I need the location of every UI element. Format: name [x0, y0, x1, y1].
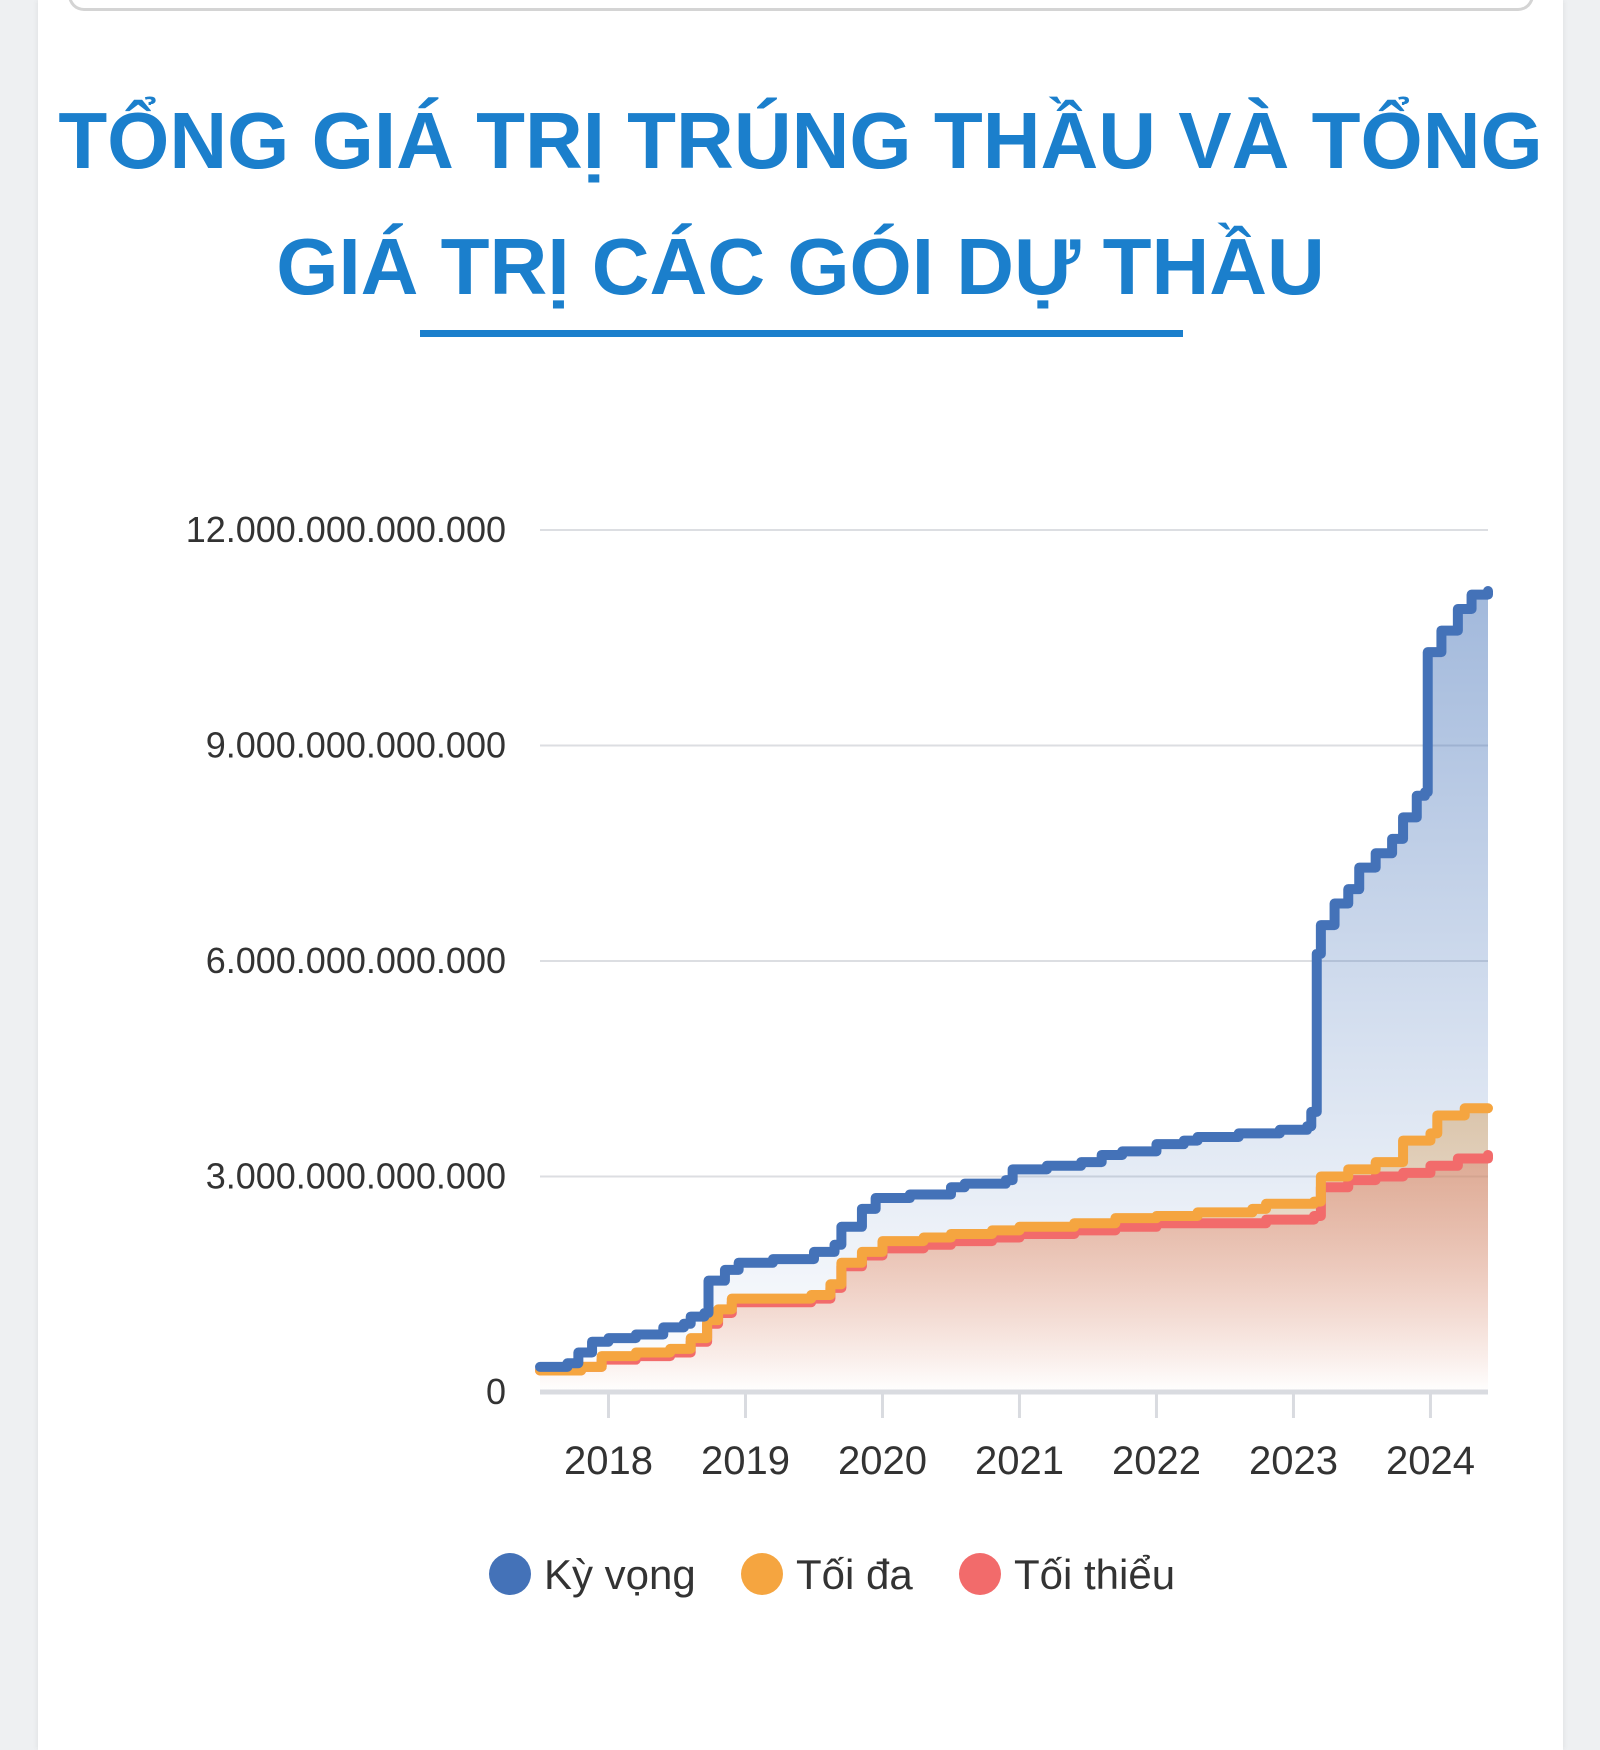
- chart-card: TỔNG GIÁ TRỊ TRÚNG THẦU VÀ TỔNG GIÁ TRỊ …: [38, 0, 1563, 1750]
- series-line-1[interactable]: [535, 1103, 1493, 1376]
- legend-label: Tối đa: [796, 1551, 913, 1598]
- y-tick-label: 6.000.000.000.000: [206, 940, 506, 981]
- x-tick-label: 2020: [838, 1439, 927, 1483]
- series-lines: [535, 586, 1493, 1376]
- x-tick-label: 2022: [1112, 1439, 1201, 1483]
- y-tick-label: 3.000.000.000.000: [206, 1156, 506, 1197]
- legend-dot: [741, 1553, 783, 1595]
- legend-dot: [959, 1553, 1001, 1595]
- legend-label: Kỳ vọng: [544, 1551, 696, 1598]
- title-underline: [420, 330, 1183, 337]
- legend-item-1[interactable]: Tối đa: [741, 1551, 913, 1598]
- series-area-0: [540, 591, 1488, 1392]
- series-areas: [540, 591, 1488, 1392]
- y-tick-label: 12.000.000.000.000: [186, 509, 506, 550]
- x-tick-label: 2023: [1249, 1439, 1338, 1483]
- legend: Kỳ vọng Tối đa Tối thiểu: [489, 1551, 1175, 1598]
- x-tick-label: 2019: [701, 1439, 790, 1483]
- series-line-0[interactable]: [535, 586, 1493, 1372]
- x-axis-labels: 2018 2019 2020 2021 2022 2023 2024: [564, 1439, 1475, 1483]
- legend-label: Tối thiểu: [1014, 1551, 1175, 1598]
- chart-title: TỔNG GIÁ TRỊ TRÚNG THẦU VÀ TỔNG GIÁ TRỊ …: [58, 96, 1543, 311]
- x-tick-label: 2021: [975, 1439, 1064, 1483]
- y-tick-label: 9.000.000.000.000: [206, 725, 506, 766]
- y-axis-labels: 0 3.000.000.000.000 6.000.000.000.000 9.000…: [186, 509, 506, 1412]
- legend-item-2[interactable]: Tối thiểu: [959, 1551, 1175, 1598]
- x-tick-label: 2018: [564, 1439, 653, 1483]
- legend-dot: [489, 1553, 531, 1595]
- y-tick-label: 0: [486, 1371, 506, 1412]
- legend-item-0[interactable]: Kỳ vọng: [489, 1551, 696, 1598]
- x-axis: [540, 1389, 1488, 1418]
- line-chart: 0 3.000.000.000.000 6.000.000.000.000 9.000…: [186, 509, 1493, 1598]
- x-tick-label: 2024: [1386, 1439, 1475, 1483]
